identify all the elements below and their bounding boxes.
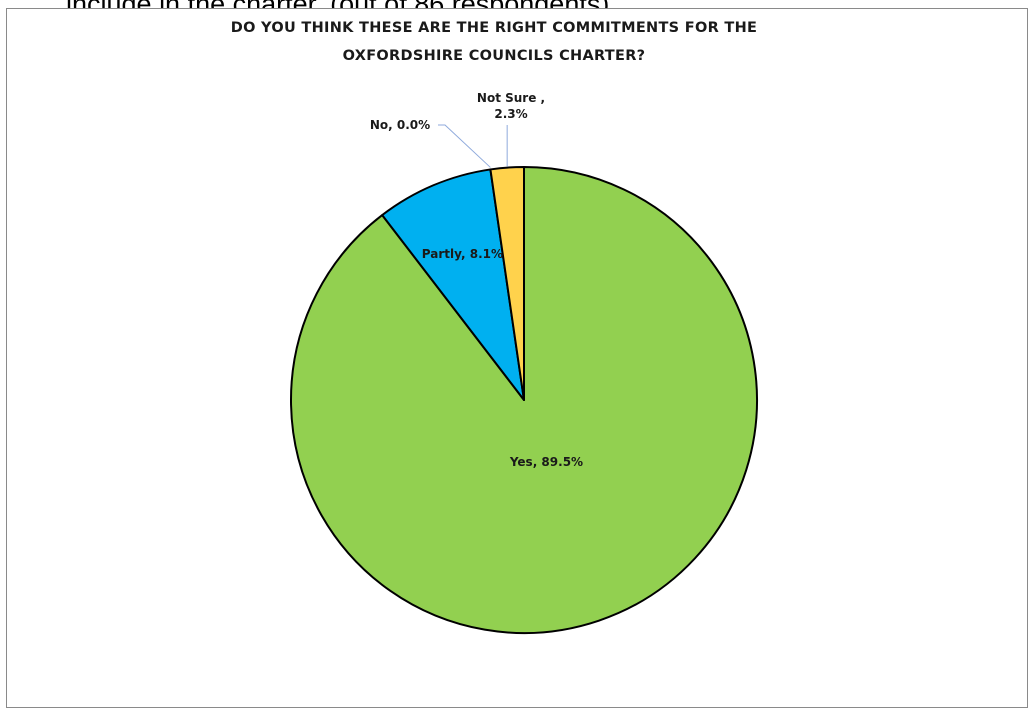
slice-label-not-sure-line-1: Not Sure , [477, 91, 545, 105]
leader-lines [438, 124, 508, 168]
chart-frame: DO YOU THINK THESE ARE THE RIGHT COMMITM… [6, 8, 1028, 708]
pie-slices [290, 166, 758, 634]
chart-title-line-1: DO YOU THINK THESE ARE THE RIGHT COMMITM… [231, 20, 758, 36]
pie-slice-not-sure [489, 166, 525, 401]
slice-label-no: No, 0.0% [370, 118, 430, 132]
slice-label-not-sure-line-2: 2.3% [494, 107, 527, 121]
slice-label-partly: Partly, 8.1% [422, 247, 503, 261]
chart-title: DO YOU THINK THESE ARE THE RIGHT COMMITM… [231, 20, 758, 64]
slice-labels: Yes, 89.5% Partly, 8.1% No, 0.0% Not Sure ,… [370, 91, 583, 469]
pie-slice-partly [381, 168, 525, 401]
chart-title-line-2: OXFORDSHIRE COUNCILS CHARTER? [343, 48, 646, 64]
leader-line-no [438, 124, 491, 168]
pie-chart: DO YOU THINK THESE ARE THE RIGHT COMMITM… [231, 20, 758, 634]
slice-label-yes: Yes, 89.5% [509, 455, 583, 469]
